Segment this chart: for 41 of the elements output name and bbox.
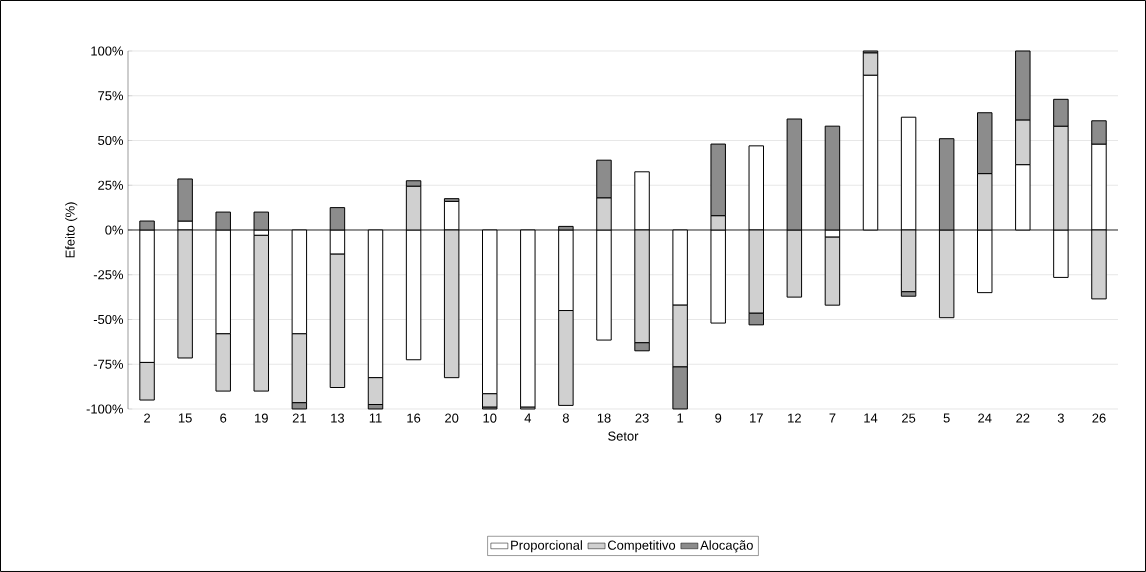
x-tick-label: 18 [597, 413, 611, 423]
legend-label: Competitivo [607, 540, 676, 553]
x-tick-label: 21 [292, 413, 306, 423]
x-tick-label: 16 [407, 413, 421, 423]
x-tick-label: 23 [635, 413, 649, 423]
x-tick-label: 17 [750, 413, 763, 423]
x-tick-label: 15 [178, 413, 192, 423]
x-tick-label: 2 [144, 413, 150, 423]
y-tick-label: -25% [93, 270, 124, 280]
y-tick-label: 0% [105, 225, 124, 235]
x-tick-label: 25 [902, 413, 916, 423]
x-tick-label: 13 [331, 413, 345, 423]
y-tick-label: 25% [98, 180, 124, 190]
x-tick-label: 3 [1057, 413, 1064, 423]
y-axis-title: Efeito (%) [65, 202, 78, 258]
x-tick-label: 11 [369, 413, 382, 423]
y-tick-label: 50% [98, 135, 124, 146]
y-tick-label: -50% [93, 314, 124, 325]
x-tick-label: 26 [1092, 413, 1106, 423]
x-tick-label: 12 [788, 413, 801, 423]
x-tick-label: 9 [715, 413, 722, 423]
x-axis-title: Setor [608, 431, 639, 441]
x-tick-label: 22 [1016, 413, 1030, 423]
y-tick-label: -100% [86, 404, 124, 414]
x-tick-label: 4 [524, 413, 532, 423]
legend-label: Proporcional [511, 540, 582, 553]
x-tick-label: 14 [864, 413, 878, 423]
legend-label: Alocação [700, 540, 753, 553]
x-tick-label: 6 [220, 413, 227, 423]
x-tick-label: 20 [445, 413, 459, 423]
x-tick-label: 1 [677, 413, 684, 423]
x-tick-label: 24 [978, 413, 992, 423]
y-tick-label: 75% [98, 91, 124, 101]
x-tick-label: 7 [829, 413, 836, 423]
x-tick-label: 10 [483, 413, 497, 423]
x-tick-label: 19 [255, 413, 268, 423]
y-tick-label: 100% [91, 46, 124, 56]
bar [253, 234, 270, 392]
x-tick-label: 8 [562, 413, 569, 423]
y-tick-label: -75% [93, 359, 124, 369]
x-tick-label: 5 [943, 413, 950, 423]
